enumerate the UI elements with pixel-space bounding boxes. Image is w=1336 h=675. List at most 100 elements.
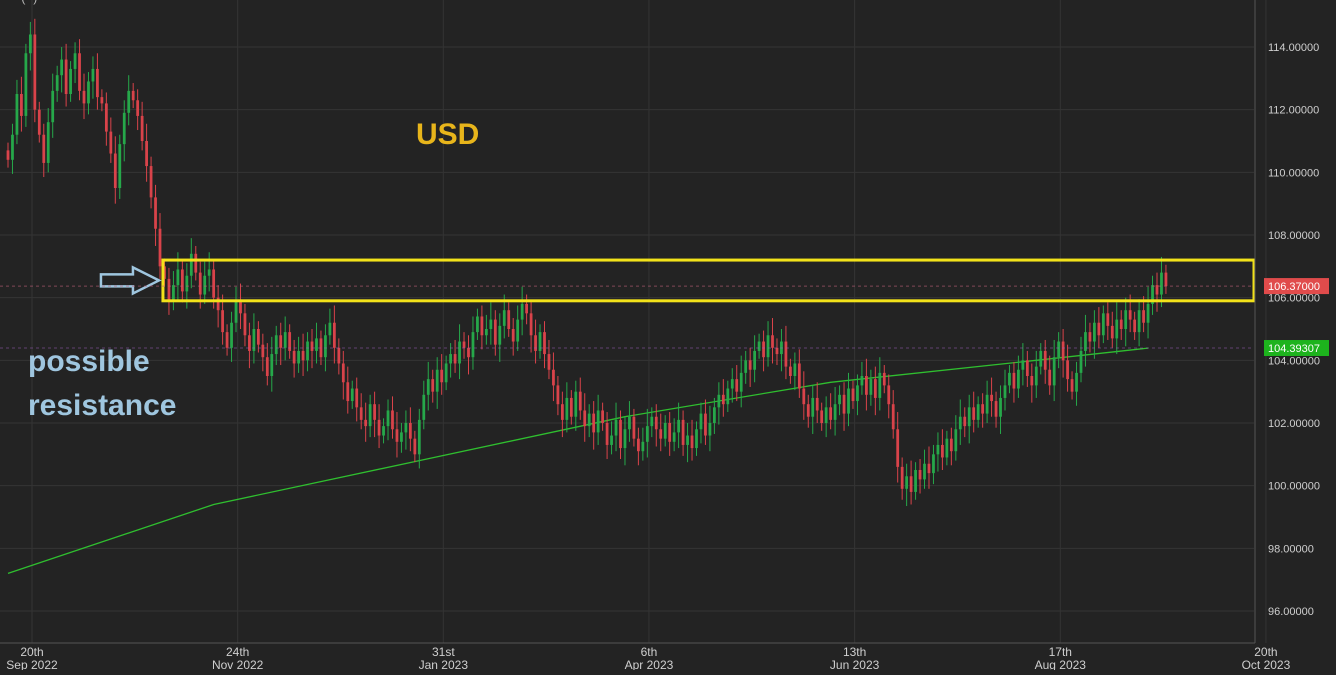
candle-body: [721, 394, 725, 405]
candlestick: [87, 72, 90, 115]
candle-body: [636, 438, 640, 452]
last-price-tag-bg: [1264, 278, 1329, 295]
candle-body: [131, 90, 135, 101]
candle-body: [37, 109, 41, 135]
candle-body: [704, 413, 707, 436]
candle-body: [972, 407, 976, 420]
candle-body: [136, 100, 140, 116]
candle-body: [207, 269, 211, 276]
candlestick: [878, 357, 882, 411]
candlestick: [28, 21, 32, 71]
time-tick-month: Jan 2023: [419, 658, 469, 670]
candlestick: [140, 101, 144, 151]
candlestick: [614, 402, 618, 452]
candlestick: [1012, 361, 1016, 403]
candlestick: [1110, 311, 1114, 348]
candle-body: [900, 466, 904, 489]
candle-body: [140, 115, 144, 141]
candlestick: [847, 372, 850, 427]
candle-body: [1115, 319, 1119, 339]
candle-body: [69, 68, 72, 94]
candle-body: [20, 94, 23, 116]
candlestick: [1025, 350, 1029, 387]
candle-body: [587, 413, 591, 427]
candle-body: [252, 329, 256, 351]
candle-body: [1119, 319, 1123, 329]
candlestick: [668, 412, 672, 456]
candle-body: [364, 419, 368, 427]
candle-body: [699, 413, 703, 430]
candlestick: [654, 404, 658, 447]
candle-body: [11, 134, 14, 160]
candle-body: [484, 329, 488, 336]
candlestick: [270, 336, 274, 392]
candlestick: [833, 386, 837, 436]
candle-body: [55, 75, 59, 91]
candlestick: [435, 357, 439, 409]
candle-body: [744, 360, 748, 373]
candle-body: [24, 53, 28, 116]
candlestick: [574, 380, 578, 431]
candle-body: [713, 407, 716, 423]
candlestick: [328, 308, 332, 345]
candlestick: [498, 313, 502, 362]
candlestick: [583, 393, 587, 442]
candlestick: [896, 412, 900, 483]
candlestick: [887, 374, 891, 419]
candle-body: [838, 394, 841, 405]
candle-body: [757, 341, 761, 351]
annotation-overlay: [0, 258, 1256, 349]
candle-body: [856, 385, 859, 402]
candlestick: [1008, 365, 1011, 394]
candlestick: [1093, 310, 1096, 359]
candlestick: [713, 397, 716, 434]
candle-body: [882, 372, 886, 386]
candle-body: [480, 316, 484, 336]
candlestick: [230, 311, 233, 362]
candle-body: [283, 332, 287, 348]
candle-body: [145, 141, 148, 167]
candle-body: [815, 397, 819, 411]
candle-body: [498, 325, 502, 345]
candlestick-series: [6, 18, 1168, 507]
candlestick: [346, 366, 350, 414]
candlestick: [377, 404, 381, 449]
candle-body: [963, 416, 967, 427]
candlestick: [851, 380, 855, 409]
candle-body: [560, 404, 564, 420]
price-tick-label: 104.00000: [1268, 355, 1320, 367]
candle-body: [1061, 341, 1065, 361]
candle-body: [431, 379, 435, 392]
candle-body: [784, 341, 788, 367]
candlestick: [945, 430, 949, 466]
candlestick: [288, 324, 292, 359]
candlestick: [1061, 329, 1065, 378]
candlestick: [771, 318, 774, 364]
symbol-header-text: ··· (··) · ··· ·····: [6, 0, 83, 5]
candlestick: [797, 349, 801, 398]
candlestick: [444, 355, 448, 391]
candle-body: [386, 410, 390, 427]
candlestick: [1119, 310, 1123, 340]
candlestick: [145, 123, 148, 182]
candlestick: [359, 393, 363, 430]
candlestick: [489, 302, 493, 345]
time-tick-month: Apr 2023: [625, 658, 674, 670]
candle-body: [583, 410, 587, 427]
candlestick: [569, 390, 573, 425]
candle-body: [1057, 341, 1061, 358]
time-tick-month: Sep 2022: [6, 658, 58, 670]
candlestick: [158, 213, 162, 279]
candlestick: [856, 374, 859, 416]
candlestick: [1133, 311, 1137, 340]
candle-body: [449, 354, 452, 364]
candle-body: [739, 372, 743, 392]
candle-body: [350, 388, 354, 402]
candle-body: [104, 103, 108, 132]
candlestick: [869, 369, 873, 406]
candlestick: [619, 410, 622, 460]
candle-body: [328, 322, 332, 336]
candlestick: [1052, 339, 1056, 402]
candle-body: [793, 363, 797, 376]
candlestick: [578, 377, 582, 420]
